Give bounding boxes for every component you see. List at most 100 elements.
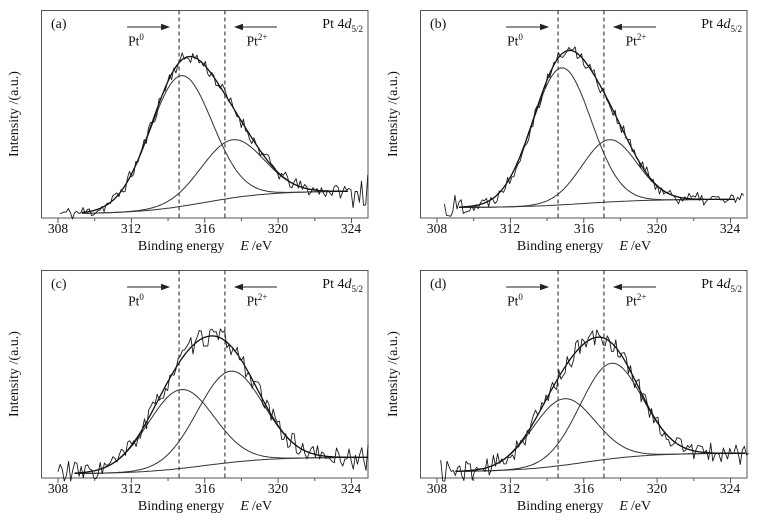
pt0-label-base: Pt: [507, 33, 519, 49]
y-axis-label: Intensity /(a.u.): [386, 331, 401, 417]
pt2-label-superscript: 2+: [636, 32, 647, 42]
fit-envelope-curve: [74, 335, 368, 474]
x-axis-label: Binding energy E/eV: [517, 499, 651, 515]
pt0-component-curve: [74, 389, 368, 474]
x-axis-label: Binding energy E/eV: [138, 499, 272, 515]
peak-species-title: Pt 4d5/2: [322, 277, 363, 294]
peak-title-symbol: d: [723, 17, 731, 32]
peak-title-prefix: Pt 4: [322, 277, 345, 292]
plot-border: [420, 10, 748, 219]
x-tick-label: 320: [267, 221, 289, 236]
raw-signal-trace: [57, 328, 369, 482]
y-axis-label: Intensity /(a.u.): [7, 331, 22, 417]
x-tick-label: 316: [194, 481, 216, 496]
x-tick-label: 312: [499, 221, 521, 236]
fit-envelope-curve: [455, 336, 746, 472]
x-tick-label: 312: [499, 481, 521, 496]
x-tick-label: 320: [646, 481, 668, 496]
pt0-component-curve: [459, 67, 735, 208]
pt0-label-superscript: 0: [518, 32, 523, 42]
x-tick-label: 320: [267, 481, 289, 496]
pt2-component-curve: [455, 362, 746, 472]
x-axis-unit: /eV: [630, 239, 652, 254]
x-axis-label: Binding energy E/eV: [138, 239, 272, 255]
raw-signal-trace: [440, 329, 749, 482]
pt0-species-label: Pt0: [507, 292, 523, 310]
x-tick-label: 308: [47, 221, 69, 236]
pt0-arrow-head-icon: [161, 23, 171, 31]
peak-title-prefix: Pt 4: [701, 17, 724, 32]
panel-letter: (b): [430, 17, 447, 32]
x-tick-label: 308: [426, 481, 448, 496]
raw-signal-trace: [59, 52, 369, 220]
peak-title-subscript: 5/2: [730, 283, 742, 294]
panel-letter: (c): [51, 277, 67, 292]
xps-panel-2: (c) Pt 4d5/2 Pt0 Pt2+ 308 312 316 320 32…: [0, 260, 379, 520]
x-tick-label: 308: [426, 221, 448, 236]
x-axis-label-text: Binding energy: [516, 239, 604, 254]
x-axis-symbol: E: [619, 499, 628, 514]
x-tick-label: 320: [646, 221, 668, 236]
pt2-label-base: Pt: [246, 293, 258, 309]
peak-species-title: Pt 4d5/2: [701, 277, 742, 294]
x-axis-symbol: E: [240, 499, 249, 514]
pt0-label-base: Pt: [507, 293, 519, 309]
pt2-component-curve: [81, 139, 348, 214]
pt2-label-superscript: 2+: [257, 32, 268, 42]
pt2-label-base: Pt: [625, 293, 637, 309]
xps-spectrum-plot-3: [420, 270, 749, 483]
pt0-label-superscript: 0: [518, 292, 523, 302]
pt2-arrow-head-icon: [612, 283, 622, 291]
x-tick-label: 316: [573, 481, 595, 496]
fit-envelope-curve: [459, 49, 735, 208]
x-axis-label: Binding energy E/eV: [517, 239, 651, 255]
x-tick-label: 312: [120, 221, 142, 236]
x-axis-label-text: Binding energy: [516, 499, 604, 514]
pt0-arrow-head-icon: [540, 283, 550, 291]
peak-title-prefix: Pt 4: [322, 17, 345, 32]
peak-title-subscript: 5/2: [351, 23, 363, 34]
x-axis-label-text: Binding energy: [137, 239, 225, 254]
xps-spectrum-plot-2: [41, 270, 369, 483]
x-tick-label: 316: [573, 221, 595, 236]
x-axis-unit: /eV: [251, 239, 273, 254]
y-axis-label: Intensity /(a.u.): [7, 71, 22, 157]
peak-species-title: Pt 4d5/2: [701, 17, 742, 34]
peak-title-subscript: 5/2: [730, 23, 742, 34]
x-axis-unit: /eV: [251, 499, 273, 514]
xps-panel-1: (b) Pt 4d5/2 Pt0 Pt2+ 308 312 316 320 32…: [379, 0, 758, 260]
x-tick-label: 324: [340, 221, 362, 236]
pt0-arrow-head-icon: [540, 23, 550, 31]
x-tick-label: 324: [340, 481, 362, 496]
pt2-plus-species-label: Pt2+: [247, 292, 268, 310]
peak-title-prefix: Pt 4: [701, 277, 724, 292]
x-axis-label-text: Binding energy: [137, 499, 225, 514]
pt2-component-curve: [459, 139, 735, 208]
peak-species-title: Pt 4d5/2: [322, 17, 363, 34]
x-tick-label: 312: [120, 481, 142, 496]
xps-panel-3: (d) Pt 4d5/2 Pt0 Pt2+ 308 312 316 320 32…: [379, 260, 758, 520]
pt2-arrow-head-icon: [233, 283, 243, 291]
xps-spectrum-plot-0: [41, 10, 369, 223]
pt0-arrow-head-icon: [161, 283, 171, 291]
pt2-label-superscript: 2+: [257, 292, 268, 302]
peak-title-symbol: d: [344, 277, 352, 292]
xps-spectrum-plot-1: [420, 10, 748, 223]
x-tick-label: 316: [194, 221, 216, 236]
plot-border: [420, 270, 748, 479]
pt0-species-label: Pt0: [507, 32, 523, 50]
peak-title-symbol: d: [344, 17, 352, 32]
xps-panel-0: (a) Pt 4d5/2 Pt0 Pt2+ 308 312 316 320 32…: [0, 0, 379, 260]
raw-signal-trace: [443, 46, 745, 217]
panel-letter: (d): [430, 277, 447, 292]
y-axis-label: Intensity /(a.u.): [386, 71, 401, 157]
pt2-arrow-head-icon: [233, 23, 243, 31]
baseline-curve: [81, 190, 347, 214]
pt0-label-superscript: 0: [139, 292, 144, 302]
pt2-plus-species-label: Pt2+: [626, 292, 647, 310]
peak-title-subscript: 5/2: [351, 283, 363, 294]
pt0-species-label: Pt0: [128, 292, 144, 310]
x-tick-label: 324: [719, 481, 741, 496]
pt2-label-base: Pt: [625, 33, 637, 49]
